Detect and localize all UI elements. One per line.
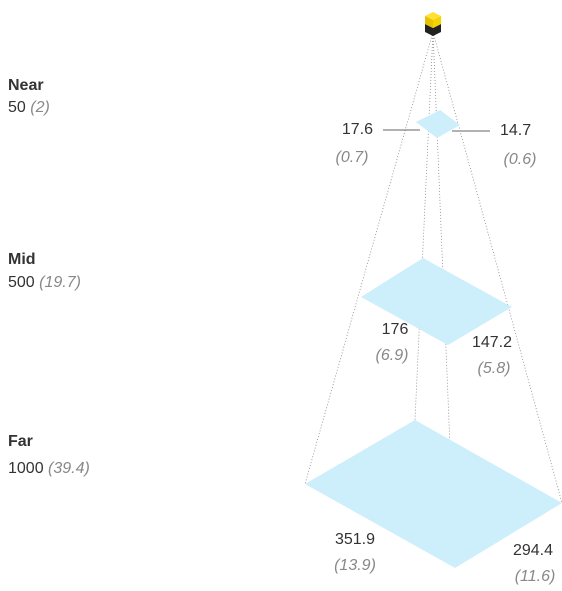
width-label: 351.9 <box>335 531 375 548</box>
width-label: 17.6 <box>342 121 373 138</box>
camera-icon <box>425 12 441 36</box>
width-label-alt: (6.9) <box>376 347 409 364</box>
level-name: Near <box>8 77 44 94</box>
far-plane <box>305 420 562 568</box>
width-label: 147.2 <box>472 334 512 351</box>
width-label-alt: (13.9) <box>334 557 376 574</box>
level-distance: 500 (19.7) <box>8 274 81 291</box>
width-label-alt: (5.8) <box>478 360 511 377</box>
width-label-alt: (0.6) <box>504 151 537 168</box>
ray <box>414 31 434 421</box>
mid-plane <box>361 258 512 345</box>
level-name: Mid <box>8 251 36 268</box>
ray <box>304 31 434 485</box>
width-label-alt: (11.6) <box>515 568 556 585</box>
near-plane <box>416 110 460 138</box>
width-label: 176 <box>382 321 409 338</box>
width-label-alt: (0.7) <box>336 149 369 166</box>
width-label: 294.4 <box>513 542 553 559</box>
level-distance: 50 (2) <box>8 99 50 116</box>
level-name: Far <box>8 433 33 450</box>
width-label: 14.7 <box>500 122 531 139</box>
ray <box>432 31 562 504</box>
level-distance: 1000 (39.4) <box>8 460 90 477</box>
